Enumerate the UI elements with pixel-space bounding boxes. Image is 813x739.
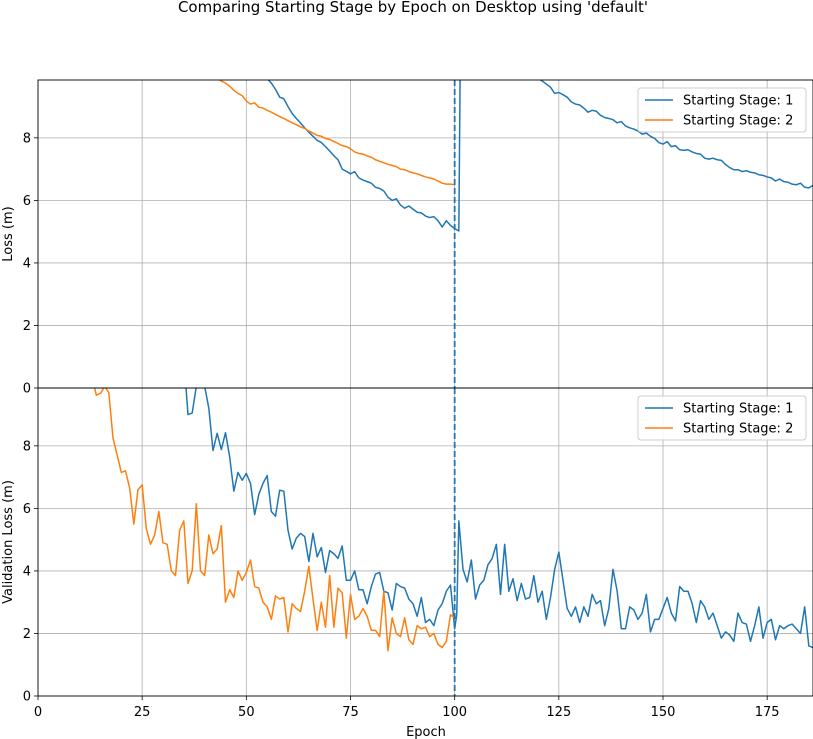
- legend-label: Starting Stage: 2: [683, 114, 793, 129]
- panel-frame: [37, 387, 813, 697]
- x-tick-label: 25: [134, 705, 151, 720]
- x-tick-label: 50: [238, 705, 255, 720]
- x-tick-label: 0: [34, 705, 42, 720]
- series-line-stage-1: [267, 80, 813, 232]
- x-tick-label: 75: [342, 705, 359, 720]
- y-tick-label: 4: [23, 256, 31, 271]
- y-tick-label: 4: [23, 564, 31, 579]
- y-tick-label: 0: [23, 382, 31, 397]
- x-tick-label: 125: [546, 705, 571, 720]
- legend: Starting Stage: 1 Starting Stage: 2: [637, 87, 807, 133]
- x-tick-label: 100: [442, 705, 467, 720]
- y-axis-label: Loss (m): [1, 206, 16, 261]
- y-tick-label: 8: [23, 439, 31, 454]
- x-tick-label: 175: [755, 705, 780, 720]
- x-tick-label: 150: [651, 705, 676, 720]
- series-line-stage-2: [218, 80, 455, 186]
- legend-label: Starting Stage: 1: [683, 94, 793, 109]
- x-axis-label: Epoch: [406, 725, 446, 739]
- y-tick-label: 8: [23, 131, 31, 146]
- legend-label: Starting Stage: 1: [683, 402, 793, 417]
- legend-box: [637, 395, 807, 441]
- y-tick-label: 0: [23, 690, 31, 705]
- legend-label: Starting Stage: 2: [683, 422, 793, 437]
- chart-title: Comparing Starting Stage by Epoch on Des…: [178, 0, 648, 16]
- y-tick-label: 6: [23, 502, 31, 517]
- panel-2: 0 2 4 6 8 Validation Loss (m) Starting Stage: …: [1, 387, 813, 705]
- y-axis-label: Validation Loss (m): [1, 480, 16, 604]
- y-tick-label: 2: [23, 627, 31, 642]
- legend: Starting Stage: 1 Starting Stage: 2: [637, 395, 807, 441]
- legend-box: [637, 87, 807, 133]
- y-tick-label: 2: [23, 319, 31, 334]
- series-line-stage-2: [93, 388, 456, 652]
- y-tick-label: 6: [23, 194, 31, 209]
- series-line-stage-1: [185, 388, 813, 649]
